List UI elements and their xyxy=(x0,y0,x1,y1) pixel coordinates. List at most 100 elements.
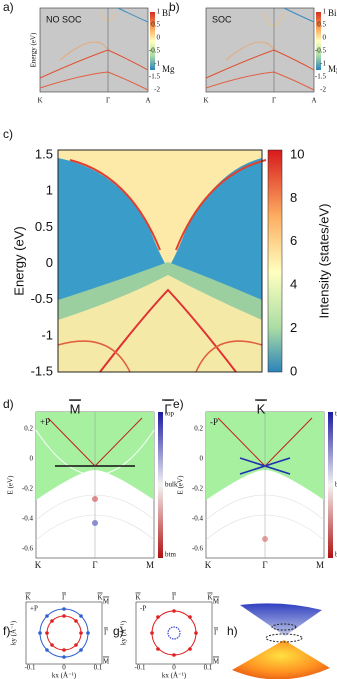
y-tick-label: -0.5 xyxy=(315,47,327,55)
x-tick-label: Γ xyxy=(164,401,171,416)
panel-label: h) xyxy=(227,624,238,638)
y-tick-label: -0.2 xyxy=(22,485,34,493)
y-tick-label: -1.5 xyxy=(149,73,161,81)
x-tick-label: K xyxy=(257,401,266,416)
y-tick-label: -2 xyxy=(154,86,160,94)
x-tick-label: Γ xyxy=(92,560,97,570)
x-tick-label: K xyxy=(35,560,42,570)
x-tick-label: Γ xyxy=(262,560,267,570)
tick-label: -0.1 xyxy=(134,664,146,672)
colorbar-label: btm xyxy=(335,551,337,559)
bz-point: M xyxy=(213,598,220,606)
x-tick-label: A xyxy=(145,97,150,105)
panel-label: a) xyxy=(3,0,14,14)
x-tick-label: K xyxy=(203,97,208,105)
y-tick-label: 1 xyxy=(157,8,161,16)
polarization-tag: -P xyxy=(210,417,218,427)
tick-label: 0.1 xyxy=(204,664,213,672)
y-tick-label: 0 xyxy=(46,255,53,270)
y-tick-label: 0 xyxy=(200,455,204,463)
bz-point: K xyxy=(207,594,212,602)
y-tick-label: 0.2 xyxy=(24,425,33,433)
y-tick-label: -1.5 xyxy=(31,364,53,379)
y-tick-label: 0 xyxy=(323,34,327,42)
colorbar-label: Intensity (states/eV) xyxy=(316,204,331,319)
x-tick-label: M xyxy=(70,401,81,416)
colorbar-label: top xyxy=(335,410,337,418)
x-tick-label: A xyxy=(311,97,316,105)
y-tick-label: -0.6 xyxy=(22,545,34,553)
bz-point: Γ xyxy=(62,594,66,602)
panel-label: g) xyxy=(113,624,124,638)
bz-point: M xyxy=(103,598,110,606)
x-tick-label: K xyxy=(205,560,212,570)
y-tick-label: 0.5 xyxy=(317,21,326,29)
y-tick-label: -0.2 xyxy=(192,485,204,493)
panel-label: b) xyxy=(169,0,180,14)
y-tick-label: -0.4 xyxy=(192,515,204,523)
colorbar-label: Mg xyxy=(328,64,337,74)
tick-label: 0 xyxy=(62,664,66,672)
x-tick-label: M xyxy=(316,560,324,570)
x-axis-label: kx (Å⁻¹) xyxy=(52,672,77,679)
polarization-tag: +P xyxy=(30,605,38,613)
y-tick-label: -2 xyxy=(320,86,326,94)
colorbar-label: bulk xyxy=(165,481,178,489)
bz-point: M xyxy=(103,658,110,666)
x-tick-label: M xyxy=(146,560,154,570)
y-axis-label: ky (Å⁻¹) xyxy=(120,620,128,645)
bz-point: K xyxy=(25,594,30,602)
polarization-tag: +P xyxy=(40,417,50,427)
y-tick-label: 0.2 xyxy=(194,425,203,433)
inset-label: SOC xyxy=(212,14,232,24)
colorbar-tick: 0 xyxy=(290,363,297,378)
texts: a) NO SOC 1 0.5 0 -0.5 -1 -1.5 -2 Bi Mg K Γ Ab) SOC 1 0.… xyxy=(3,0,337,679)
tick-label: -0.1 xyxy=(24,664,36,672)
colorbar-label: Bi xyxy=(162,8,171,18)
colorbar-label: btm xyxy=(165,551,176,559)
y-axis-label: Energy (eV) xyxy=(30,32,38,67)
y-tick-label: 1 xyxy=(323,8,327,16)
y-axis-label: E (eV) xyxy=(177,475,185,495)
y-tick-label: -1.5 xyxy=(315,73,327,81)
x-axis-label: kx (Å⁻¹) xyxy=(162,672,187,679)
colorbar-tick: 8 xyxy=(290,190,297,205)
polarization-tag: -P xyxy=(140,605,146,613)
y-tick-label: 0.5 xyxy=(151,21,160,29)
y-tick-label: 1.5 xyxy=(35,146,53,161)
bz-point: M xyxy=(213,658,220,666)
x-tick-label: K xyxy=(37,97,42,105)
bz-point: K xyxy=(97,594,102,602)
decorations xyxy=(25,7,333,679)
inset-label: NO SOC xyxy=(46,14,82,24)
tick-label: 0 xyxy=(172,664,176,672)
x-tick-label: Γ xyxy=(272,97,276,105)
x-tick-label: Γ xyxy=(106,97,110,105)
colorbar-label: Mg xyxy=(162,64,175,74)
panel-label: c) xyxy=(3,127,13,141)
tick-label: 0.1 xyxy=(94,664,103,672)
y-tick-label: -1 xyxy=(154,60,160,68)
y-tick-label: -0.5 xyxy=(31,291,53,306)
colorbar-label: Bi xyxy=(328,8,337,18)
y-tick-label: -1 xyxy=(320,60,326,68)
y-tick-label: 0 xyxy=(30,455,34,463)
y-tick-label: 0 xyxy=(157,34,161,42)
y-tick-label: 0.5 xyxy=(35,219,53,234)
bz-point: Γ xyxy=(172,594,176,602)
colorbar-tick: 10 xyxy=(290,146,304,161)
colorbar-tick: 6 xyxy=(290,233,297,248)
colorbar-tick: 2 xyxy=(290,320,297,335)
y-tick-label: -1 xyxy=(41,327,53,342)
colorbar-tick: 4 xyxy=(290,277,297,292)
y-tick-label: -0.4 xyxy=(22,515,34,523)
y-tick-label: 1 xyxy=(46,183,53,198)
panel-label: f) xyxy=(3,624,10,638)
bz-point: Γ xyxy=(104,629,108,637)
y-tick-label: -0.6 xyxy=(192,545,204,553)
y-axis-label: ky (Å⁻¹) xyxy=(10,620,18,645)
panel-label: e) xyxy=(173,397,184,411)
bz-point: K xyxy=(135,594,140,602)
y-axis-label: E (eV) xyxy=(7,475,15,495)
